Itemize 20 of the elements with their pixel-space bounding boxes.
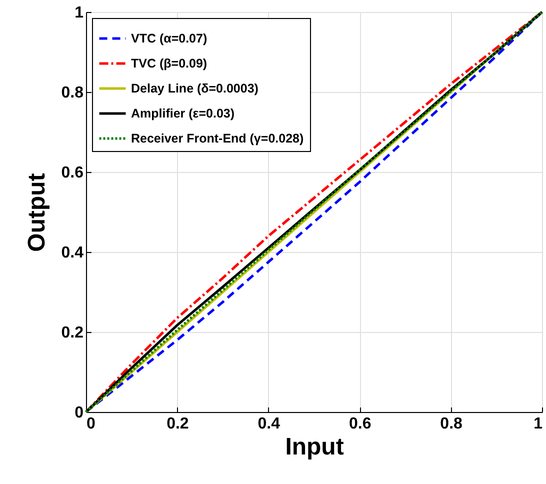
legend-label: Receiver Front-End (γ=0.028): [131, 132, 304, 146]
x-tick-label: 0: [86, 416, 96, 432]
y-tick-label: 0.4: [61, 244, 84, 262]
legend-label: TVC (β=0.09): [131, 56, 208, 70]
x-axis-title: Input: [285, 434, 344, 460]
legend-label: Amplifier (ε=0.03): [131, 106, 235, 120]
legend-label: Delay Line (δ=0.0003): [131, 82, 258, 96]
y-tick-label: 1: [74, 4, 84, 22]
x-tick-label: 0.6: [348, 416, 372, 432]
y-tick-label: 0.6: [61, 164, 84, 182]
legend-label: VTC (α=0.07): [131, 32, 208, 46]
y-tick-label: 0.2: [61, 324, 84, 342]
x-tick-label: 0.2: [166, 416, 189, 432]
x-tick-label: 1: [534, 416, 543, 432]
y-tick-label: 0.8: [61, 84, 84, 102]
y-tick-label: 0: [74, 404, 84, 422]
x-tick-label: 0.8: [440, 416, 463, 432]
y-axis-title: Output: [23, 173, 50, 252]
line-series: [84, 10, 544, 414]
x-tick-label: 0.4: [258, 416, 280, 432]
